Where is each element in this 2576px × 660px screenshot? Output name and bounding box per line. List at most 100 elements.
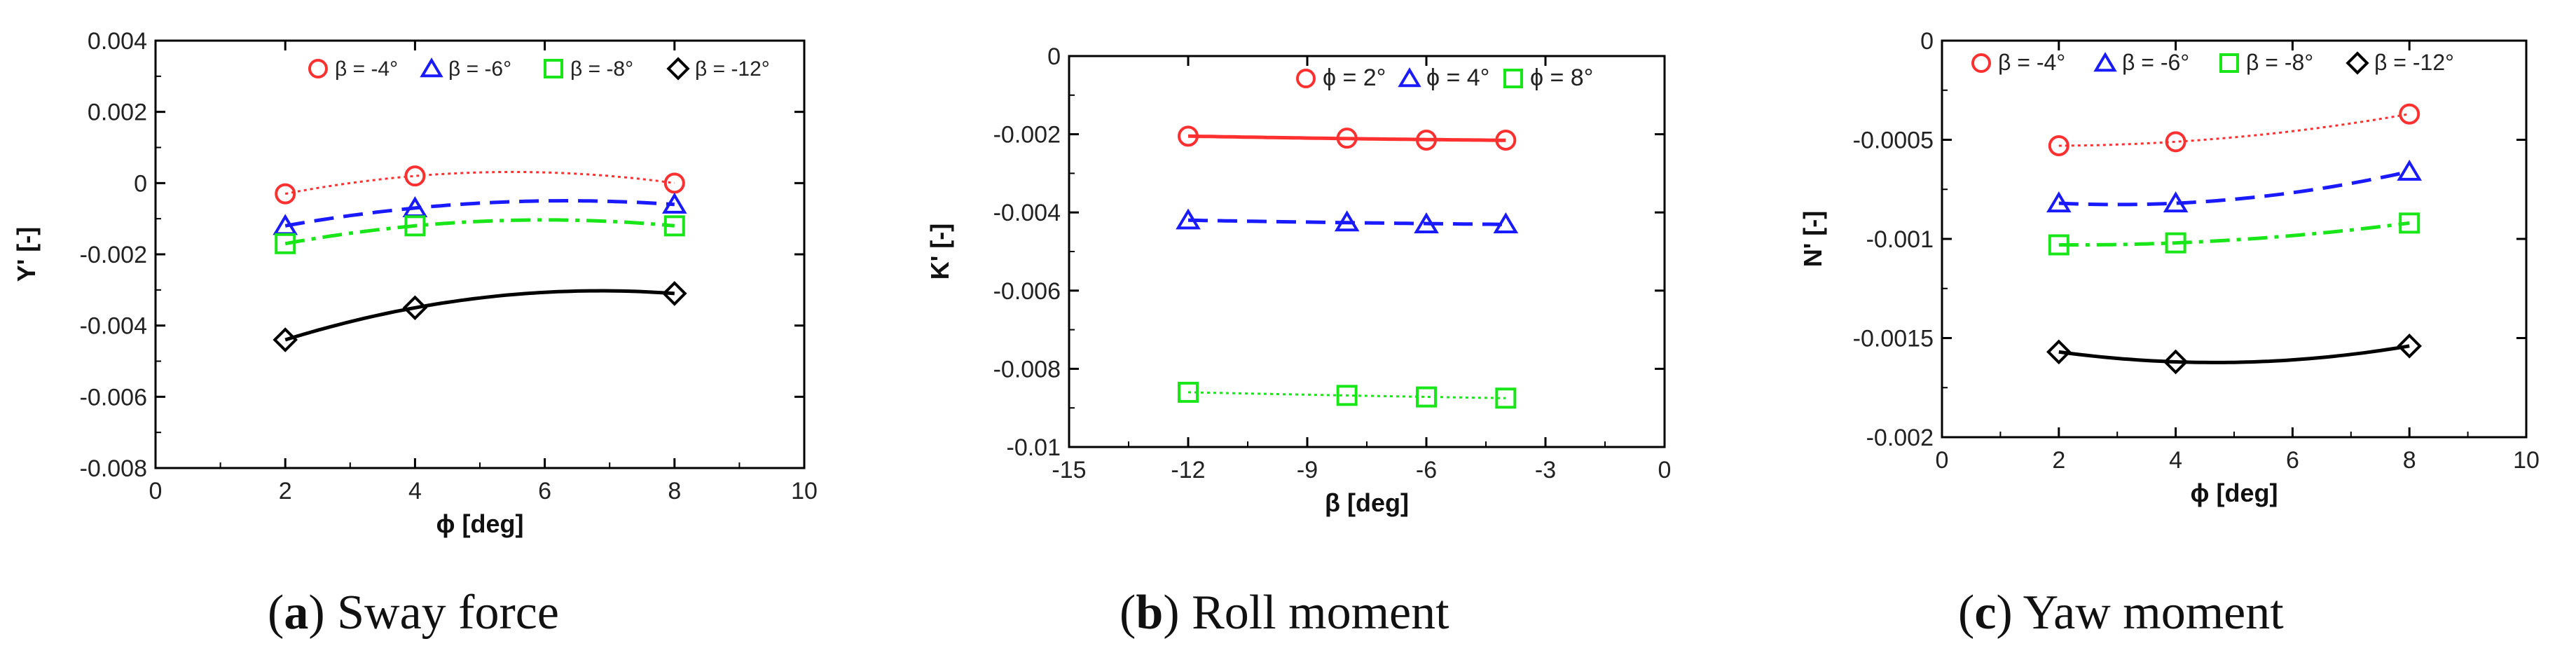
series-line bbox=[2058, 221, 2410, 247]
data-point bbox=[2397, 334, 2422, 359]
series-1 bbox=[273, 192, 687, 235]
caption-letter-b: b bbox=[1136, 586, 1164, 640]
x-tick-label: 0 bbox=[1658, 457, 1672, 483]
y-tick-label: -0.002 bbox=[993, 122, 1061, 149]
data-point bbox=[1495, 129, 1517, 151]
plot-frame bbox=[1941, 39, 2528, 439]
chart-panel-1: -15 -12 -9 -6 -3 0 -0.01 -0.008 -0.006 -0.004 -0.0… bbox=[925, 43, 1671, 517]
x-tick-label: 8 bbox=[2403, 447, 2416, 474]
x-tick-label: 0 bbox=[1936, 447, 1949, 474]
caption-text-b: Roll moment bbox=[1192, 586, 1449, 640]
y-tick-label: -0.008 bbox=[80, 455, 147, 482]
data-point bbox=[1416, 129, 1437, 151]
y-tick-label: -0.001 bbox=[1866, 226, 1934, 253]
x-tick-label: 10 bbox=[791, 478, 818, 504]
chart-panel-0: 0 2 4 6 8 10 -0.008 -0.006 -0.004 -0.002 0 0.002 0.0… bbox=[12, 28, 818, 538]
x-axis-title: β [deg] bbox=[1325, 488, 1409, 517]
x-tick-label: -9 bbox=[1297, 457, 1318, 483]
data-point bbox=[2046, 339, 2072, 365]
legend-marker bbox=[308, 59, 328, 78]
series-0 bbox=[1178, 125, 1517, 151]
series-3 bbox=[273, 281, 687, 352]
chart-panel-2: 0 2 4 6 8 10 -0.002 -0.0015 -0.001 -0.0005 0 ϕ [deg… bbox=[1798, 28, 2540, 507]
y-tick-label: -0.008 bbox=[993, 356, 1061, 383]
plot-frame bbox=[1068, 55, 1666, 448]
legend-marker bbox=[1971, 53, 1991, 73]
x-tick-label: 4 bbox=[408, 478, 422, 504]
data-point bbox=[1493, 212, 1519, 233]
legend-marker bbox=[2219, 53, 2239, 73]
plot-frame bbox=[154, 39, 806, 469]
y-tick-label: 0.004 bbox=[88, 28, 147, 55]
data-point bbox=[662, 281, 687, 306]
data-point bbox=[273, 327, 298, 352]
legend-label: ϕ = 2° bbox=[1323, 64, 1386, 91]
legend-marker bbox=[420, 57, 443, 78]
series-line bbox=[1187, 391, 1506, 399]
data-point bbox=[275, 233, 296, 254]
legend-marker bbox=[2093, 52, 2117, 72]
x-tick-label: 2 bbox=[2052, 447, 2065, 474]
legend-label: β = -12° bbox=[2374, 50, 2454, 75]
data-point bbox=[1176, 208, 1201, 230]
series-2 bbox=[1178, 381, 1517, 409]
data-point bbox=[1336, 385, 1358, 406]
x-tick-label: -6 bbox=[1416, 457, 1437, 483]
legend: β = -4° β = -6° β = -8° β = -12° bbox=[1971, 50, 2454, 75]
caption-letter-c: c bbox=[1974, 586, 1997, 640]
x-axis-title: ϕ [deg] bbox=[436, 509, 524, 538]
series-line bbox=[284, 289, 675, 342]
caption-a: (a) Sway force bbox=[268, 586, 559, 640]
x-tick-label: 0 bbox=[149, 478, 163, 504]
legend-marker bbox=[1296, 69, 1316, 88]
data-point bbox=[404, 165, 426, 187]
x-tick-label: 2 bbox=[279, 478, 292, 504]
series-line bbox=[1187, 134, 1506, 142]
y-axis-title: N' [-] bbox=[1798, 211, 1827, 268]
data-point bbox=[2048, 135, 2069, 156]
legend-label: β = -4° bbox=[1998, 50, 2065, 75]
y-tick-label: -0.004 bbox=[993, 200, 1061, 226]
legend-label: β = -8° bbox=[2246, 50, 2313, 75]
legend-label: β = -12° bbox=[695, 57, 770, 81]
y-tick-label: -0.01 bbox=[1007, 434, 1061, 461]
data-point bbox=[2046, 191, 2072, 213]
data-point bbox=[2165, 232, 2186, 254]
series-1 bbox=[1176, 208, 1519, 233]
legend: ϕ = 2° ϕ = 4° ϕ = 8° bbox=[1296, 64, 1593, 91]
y-tick-label: -0.0015 bbox=[1853, 326, 1934, 352]
series-line bbox=[284, 199, 675, 228]
y-tick-label: 0.002 bbox=[88, 99, 147, 126]
data-point bbox=[1178, 381, 1199, 403]
caption-letter-a: a bbox=[284, 586, 309, 640]
legend-marker bbox=[1503, 69, 1523, 88]
series-2 bbox=[2048, 212, 2420, 256]
data-point bbox=[2397, 159, 2423, 181]
x-axis-title: ϕ [deg] bbox=[2191, 479, 2278, 507]
x-tick-label: 6 bbox=[2286, 447, 2299, 474]
series-line bbox=[2058, 344, 2410, 364]
data-point bbox=[2163, 191, 2189, 213]
y-tick-label: -0.002 bbox=[1866, 425, 1934, 451]
x-tick-label: 4 bbox=[2169, 447, 2182, 474]
series-1 bbox=[2046, 159, 2423, 213]
legend-label: β = -6° bbox=[2122, 50, 2189, 75]
x-tick-label: -15 bbox=[1052, 457, 1086, 483]
data-point bbox=[2399, 212, 2420, 234]
caption-text-a: Sway force bbox=[337, 586, 559, 640]
series-line bbox=[284, 170, 675, 195]
data-point bbox=[1334, 210, 1360, 232]
series-line bbox=[2058, 170, 2410, 207]
y-tick-label: -0.0005 bbox=[1853, 128, 1934, 154]
data-point bbox=[2165, 131, 2186, 153]
data-point bbox=[1416, 386, 1437, 408]
data-point bbox=[1414, 212, 1439, 233]
data-point bbox=[402, 295, 428, 321]
x-tick-label: -12 bbox=[1171, 457, 1205, 483]
data-point bbox=[2163, 349, 2189, 375]
legend-marker bbox=[2346, 51, 2369, 75]
caption-text-c: Yaw moment bbox=[2023, 586, 2284, 640]
legend-marker bbox=[666, 57, 690, 81]
y-axis-title: Y' [-] bbox=[12, 227, 41, 282]
